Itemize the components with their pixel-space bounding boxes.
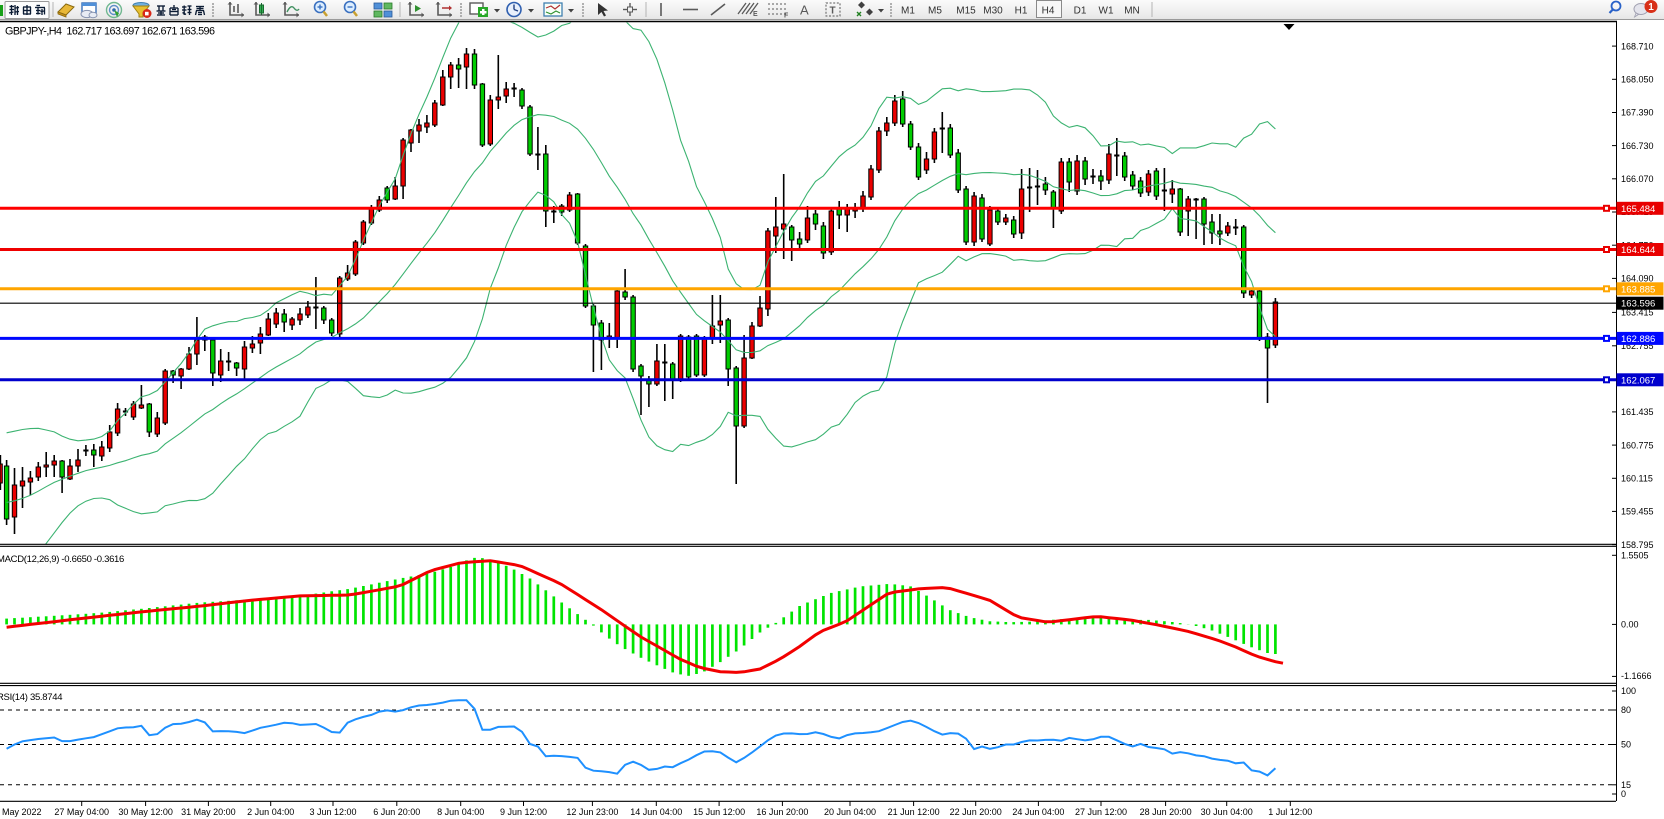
svg-text:8 Jun 04:00: 8 Jun 04:00	[437, 807, 484, 817]
svg-text:160.115: 160.115	[1621, 474, 1653, 484]
svg-text:GBPJPY-,H4 162.717 163.697 16: GBPJPY-,H4 162.717 163.697 162.671 163.5…	[5, 26, 215, 38]
svg-text:31 May 20:00: 31 May 20:00	[181, 807, 236, 817]
svg-text:28 Jun 20:00: 28 Jun 20:00	[1140, 807, 1192, 817]
svg-text:100: 100	[1621, 686, 1636, 696]
svg-text:A: A	[800, 3, 809, 18]
svg-text:May 2022: May 2022	[2, 807, 42, 817]
svg-text:168.710: 168.710	[1621, 41, 1654, 51]
svg-text:30 May 12:00: 30 May 12:00	[118, 807, 173, 817]
svg-text:158.795: 158.795	[1621, 540, 1654, 550]
svg-text:F: F	[784, 13, 789, 20]
svg-text:1 Jul 12:00: 1 Jul 12:00	[1268, 807, 1312, 817]
svg-text:MN: MN	[1124, 6, 1140, 17]
svg-text:161.435: 161.435	[1621, 407, 1654, 417]
svg-text:165.484: 165.484	[1621, 204, 1655, 215]
svg-text:12 Jun 23:00: 12 Jun 23:00	[566, 807, 618, 817]
svg-text:160.775: 160.775	[1621, 440, 1654, 450]
svg-text:1.5505: 1.5505	[1621, 550, 1649, 560]
svg-text:159.455: 159.455	[1621, 507, 1654, 517]
svg-text:20 Jun 04:00: 20 Jun 04:00	[824, 807, 876, 817]
svg-text:30 Jun 04:00: 30 Jun 04:00	[1201, 807, 1253, 817]
svg-text:27 Jun 12:00: 27 Jun 12:00	[1075, 807, 1127, 817]
svg-text:M1: M1	[901, 6, 915, 17]
svg-text:15: 15	[1621, 780, 1631, 790]
svg-text:M15: M15	[956, 6, 976, 17]
svg-text:162.755: 162.755	[1621, 341, 1654, 351]
svg-text:3 Jun 12:00: 3 Jun 12:00	[309, 807, 356, 817]
svg-text:D1: D1	[1074, 6, 1087, 17]
svg-text:2 Jun 04:00: 2 Jun 04:00	[247, 807, 294, 817]
svg-text:-1.1666: -1.1666	[1621, 671, 1652, 681]
svg-text:166.730: 166.730	[1621, 141, 1654, 151]
svg-text:16 Jun 20:00: 16 Jun 20:00	[756, 807, 808, 817]
svg-text:1: 1	[1648, 2, 1654, 13]
svg-text:15 Jun 12:00: 15 Jun 12:00	[693, 807, 745, 817]
svg-text:14 Jun 04:00: 14 Jun 04:00	[630, 807, 682, 817]
svg-text:T: T	[830, 6, 836, 17]
svg-text:50: 50	[1621, 740, 1631, 750]
svg-text:0.00: 0.00	[1621, 619, 1639, 629]
svg-text:22 Jun 20:00: 22 Jun 20:00	[950, 807, 1002, 817]
svg-text:162.886: 162.886	[1621, 334, 1655, 345]
svg-text:H1: H1	[1015, 6, 1028, 17]
svg-text:0: 0	[1621, 789, 1626, 799]
svg-text:H4: H4	[1042, 6, 1055, 17]
svg-text:164.090: 164.090	[1621, 274, 1654, 284]
svg-text:RSI(14) 35.8744: RSI(14) 35.8744	[0, 692, 62, 703]
svg-text:9 Jun 12:00: 9 Jun 12:00	[500, 807, 547, 817]
svg-text:E: E	[753, 11, 758, 18]
svg-text:168.050: 168.050	[1621, 75, 1654, 85]
svg-text:167.390: 167.390	[1621, 108, 1654, 118]
svg-text:6 Jun 20:00: 6 Jun 20:00	[373, 807, 420, 817]
svg-text:M30: M30	[983, 6, 1003, 17]
svg-text:163.415: 163.415	[1621, 308, 1654, 318]
svg-text:MACD(12,26,9) -0.6650 -0.3616: MACD(12,26,9) -0.6650 -0.3616	[0, 554, 124, 565]
svg-text:80: 80	[1621, 705, 1631, 715]
svg-text:27 May 04:00: 27 May 04:00	[54, 807, 109, 817]
svg-text:163.596: 163.596	[1621, 299, 1655, 310]
svg-text:162.067: 162.067	[1621, 375, 1655, 386]
svg-text:W1: W1	[1099, 6, 1114, 17]
svg-text:166.070: 166.070	[1621, 174, 1654, 184]
svg-text:24 Jun 04:00: 24 Jun 04:00	[1012, 807, 1064, 817]
svg-text:21 Jun 12:00: 21 Jun 12:00	[888, 807, 940, 817]
svg-text:M5: M5	[928, 6, 942, 17]
svg-text:164.644: 164.644	[1621, 245, 1655, 256]
svg-text:163.885: 163.885	[1621, 284, 1655, 295]
